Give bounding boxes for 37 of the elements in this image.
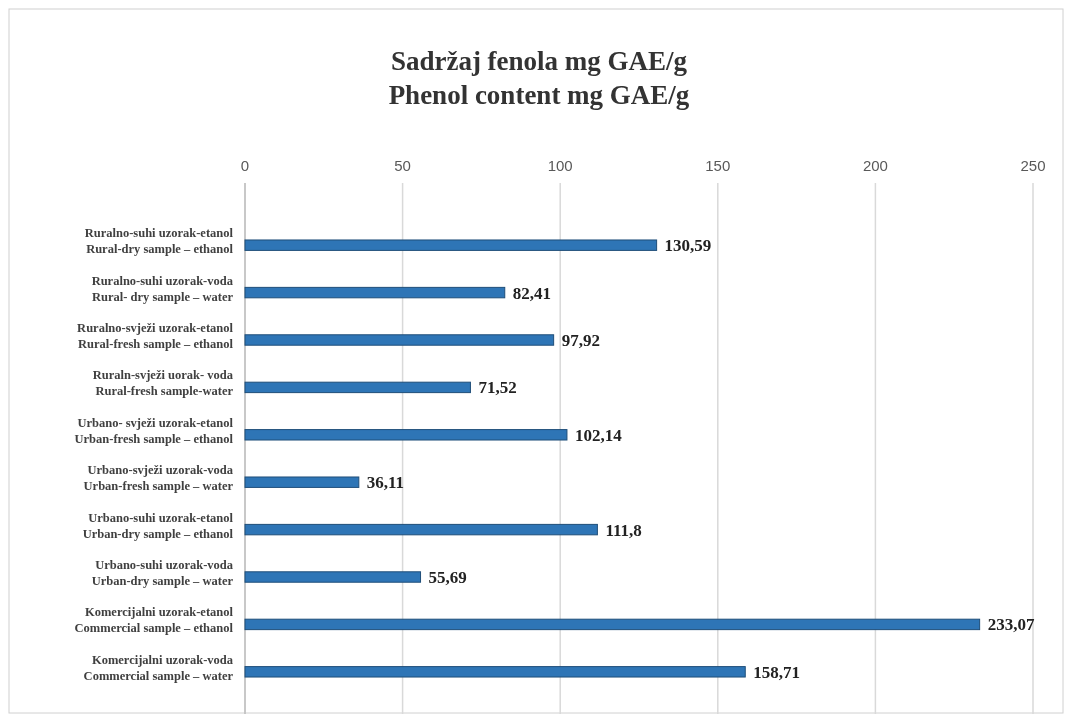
y-tick-label: Ruraln-svježi uorak- voda Rural-fresh sample-water	[92, 368, 234, 399]
data-label: 130,59	[664, 236, 712, 256]
data-label: 158,71	[753, 662, 800, 682]
x-tick-label: 250	[1020, 157, 1046, 174]
bar	[244, 618, 981, 631]
y-tick-label: Komercijalni uzorak-voda Commercial sample – water	[83, 652, 234, 683]
data-label: 102,14	[574, 425, 623, 445]
x-tick-label: 200	[862, 157, 888, 174]
bar	[244, 334, 555, 346]
data-label: 71,52	[478, 378, 517, 398]
y-tick-label: Urbano- svježi uzorak-etanol Urban-fresh sample – ethanol	[74, 415, 234, 446]
x-tick-label: 0	[240, 157, 250, 174]
bar	[244, 476, 360, 488]
data-label: 111,8	[605, 520, 642, 540]
y-tick-label: Ruralno-suhi uzorak-voda Rural- dry sample – water	[91, 273, 234, 304]
bar	[244, 286, 506, 299]
data-label: 82,41	[512, 283, 552, 303]
bar	[244, 239, 658, 251]
y-tick-label: Komercijalni uzorak-etanol Commercial sample – ethanol	[74, 605, 234, 636]
bar	[244, 571, 422, 583]
data-label: 36,11	[366, 473, 405, 493]
data-label: 97,92	[561, 330, 600, 350]
x-tick-label: 50	[394, 157, 411, 174]
bar	[244, 523, 598, 536]
y-tick-label: Urbano-suhi uzorak-etanol Urban-dry sample – ethanol	[82, 510, 234, 541]
y-tick-label: Urbano-svježi uzorak-voda Urban-fresh sample – water	[83, 463, 234, 494]
x-tick-label: 100	[547, 157, 573, 174]
y-tick-label: Ruralno-suhi uzorak-etanol Rural-dry sample – ethanol	[84, 226, 234, 257]
y-tick-label: Urbano-suhi uzorak-voda Urban-dry sample – water	[91, 558, 234, 589]
data-label: 55,69	[428, 567, 467, 587]
chart-title: Sadržaj fenola mg GAE/g Phenol content mg GAE/g	[388, 46, 690, 110]
bar	[244, 429, 568, 441]
bar	[244, 381, 471, 394]
data-label: 233,07	[987, 615, 1035, 635]
x-tick-label: 150	[705, 157, 731, 174]
y-tick-label: Ruralno-svježi uzorak-etanol Rural-fresh sample – ethanol	[77, 320, 234, 351]
bar	[244, 666, 746, 678]
